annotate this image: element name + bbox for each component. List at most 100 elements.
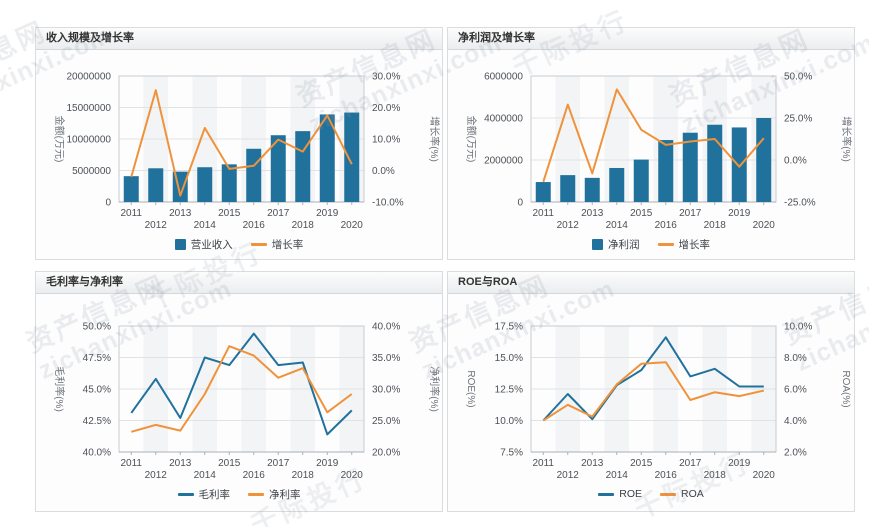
svg-text:2015: 2015 [218, 458, 241, 469]
svg-text:40.0%: 40.0% [83, 448, 111, 459]
panel-title: ROE与ROA [448, 272, 854, 294]
svg-text:2016: 2016 [655, 220, 678, 231]
revenue-growth-chart: 0 5000000 10000000 15000000 20000000 -10.0% 0.… [53, 72, 441, 232]
svg-text:17.5%: 17.5% [495, 322, 523, 333]
svg-text:20000000: 20000000 [67, 72, 112, 83]
svg-text:2013: 2013 [169, 208, 192, 219]
legend-item-ROA[interactable]: ROA [660, 488, 704, 500]
legend-item-增长率[interactable]: 增长率 [250, 237, 303, 252]
panel-roe-roa: ROE与ROA 7.5% 10.0% 12.5% 15.0% 17.5% 2.0% 4.0%… [447, 271, 855, 512]
svg-text:2011: 2011 [532, 458, 554, 469]
svg-text:2012: 2012 [145, 220, 168, 231]
svg-text:2013: 2013 [581, 208, 604, 219]
legend-swatch-bar [592, 238, 603, 250]
svg-text:2016: 2016 [655, 470, 678, 481]
svg-text:2020: 2020 [753, 220, 776, 231]
svg-text:2011: 2011 [532, 208, 554, 219]
svg-text:2020: 2020 [341, 220, 364, 231]
svg-text:2019: 2019 [728, 208, 751, 219]
svg-text:2013: 2013 [169, 458, 192, 469]
legend-swatch-line [657, 242, 674, 246]
svg-text:净利率(%): 净利率(%) [428, 366, 441, 412]
svg-text:2020: 2020 [753, 470, 776, 481]
svg-text:30.0%: 30.0% [372, 385, 400, 396]
svg-text:25.0%: 25.0% [372, 416, 400, 427]
svg-text:12.5%: 12.5% [495, 385, 523, 396]
legend-swatch-line [660, 492, 676, 496]
svg-text:0: 0 [517, 198, 523, 209]
legend-item-净利率[interactable]: 净利率 [248, 487, 301, 502]
svg-text:45.0%: 45.0% [83, 385, 111, 396]
svg-text:2018: 2018 [292, 220, 315, 231]
panel-title: 毛利率与净利率 [36, 272, 442, 294]
panel-body: 7.5% 10.0% 12.5% 15.0% 17.5% 2.0% 4.0% 6.0% 8.0%… [448, 294, 854, 506]
svg-text:ROA(%): ROA(%) [840, 370, 851, 407]
legend-item-净利润[interactable]: 净利润 [592, 237, 640, 252]
legend-item-ROE[interactable]: ROE [598, 488, 642, 500]
chart-legend: 净利润 增长率 [592, 232, 710, 256]
svg-text:-25.0%: -25.0% [784, 198, 816, 209]
svg-text:0: 0 [105, 198, 111, 209]
svg-text:2014: 2014 [194, 220, 217, 231]
svg-text:50.0%: 50.0% [784, 72, 812, 83]
legend-label: ROE [619, 488, 642, 500]
svg-text:6000000: 6000000 [484, 72, 523, 83]
svg-text:2012: 2012 [557, 220, 580, 231]
svg-text:47.5%: 47.5% [83, 353, 111, 364]
legend-item-营业收入[interactable]: 营业收入 [174, 237, 233, 252]
svg-text:25.0%: 25.0% [784, 114, 812, 125]
svg-text:4000000: 4000000 [484, 114, 523, 125]
svg-text:增长率(%): 增长率(%) [428, 116, 441, 162]
svg-text:15.0%: 15.0% [495, 353, 523, 364]
svg-text:2019: 2019 [316, 458, 339, 469]
legend-item-增长率[interactable]: 增长率 [657, 237, 711, 252]
svg-text:2017: 2017 [679, 458, 702, 469]
svg-text:15000000: 15000000 [67, 103, 112, 114]
svg-text:2015: 2015 [218, 208, 241, 219]
svg-text:2017: 2017 [679, 208, 702, 219]
panel-body: 40.0% 42.5% 45.0% 47.5% 50.0% 20.0% 25.0% 30.0%… [36, 294, 442, 506]
roe-roa-chart: 7.5% 10.0% 12.5% 15.0% 17.5% 2.0% 4.0% 6.0% 8.0%… [465, 322, 851, 482]
svg-text:金额(万元): 金额(万元) [53, 116, 66, 163]
svg-text:2016: 2016 [243, 220, 266, 231]
svg-text:10.0%: 10.0% [495, 416, 523, 427]
svg-text:2019: 2019 [316, 208, 339, 219]
svg-text:2000000: 2000000 [484, 156, 523, 167]
svg-text:2018: 2018 [704, 470, 727, 481]
legend-label: ROA [681, 488, 704, 500]
legend-label: 毛利率 [198, 488, 231, 501]
chart-legend: 毛利率 净利率 [177, 482, 301, 506]
svg-text:20.0%: 20.0% [372, 448, 400, 459]
svg-text:42.5%: 42.5% [83, 416, 111, 427]
legend-swatch-line [248, 492, 264, 496]
svg-text:2012: 2012 [145, 470, 168, 481]
svg-text:2014: 2014 [194, 470, 217, 481]
svg-text:2016: 2016 [243, 470, 266, 481]
svg-text:2015: 2015 [630, 458, 653, 469]
svg-text:10000000: 10000000 [67, 135, 112, 146]
svg-text:4.0%: 4.0% [784, 416, 807, 427]
legend-label: 增长率 [678, 238, 711, 251]
svg-text:ROE(%): ROE(%) [465, 370, 476, 407]
gross-net-margin-chart: 40.0% 42.5% 45.0% 47.5% 50.0% 20.0% 25.0% 30.0%… [53, 322, 441, 482]
svg-text:2015: 2015 [630, 208, 653, 219]
chart-legend: ROE ROA [598, 482, 704, 506]
svg-text:2013: 2013 [581, 458, 604, 469]
panel-netprofit-growth: 净利润及增长率 0 2000000 4000000 6000000 -25.0% 0.0%… [447, 27, 855, 260]
svg-text:2012: 2012 [557, 470, 580, 481]
svg-text:毛利率(%): 毛利率(%) [53, 366, 66, 412]
svg-text:20.0%: 20.0% [372, 103, 400, 114]
chart-legend: 营业收入 增长率 [174, 232, 303, 256]
svg-text:2018: 2018 [704, 220, 727, 231]
panel-title: 净利润及增长率 [448, 28, 854, 50]
netprofit-growth-chart: 0 2000000 4000000 6000000 -25.0% 0.0% 25.0% 50.… [465, 72, 853, 232]
svg-text:2020: 2020 [341, 470, 364, 481]
svg-text:-10.0%: -10.0% [372, 198, 404, 209]
svg-text:2018: 2018 [292, 470, 315, 481]
legend-item-毛利率[interactable]: 毛利率 [177, 487, 231, 502]
panel-revenue-growth: 收入规模及增长率 0 5000000 10000000 15000000 2000000… [35, 27, 443, 260]
panel-body: 0 2000000 4000000 6000000 -25.0% 0.0% 25.0% 50.… [448, 50, 854, 256]
svg-text:10.0%: 10.0% [784, 322, 812, 333]
svg-text:6.0%: 6.0% [784, 385, 807, 396]
